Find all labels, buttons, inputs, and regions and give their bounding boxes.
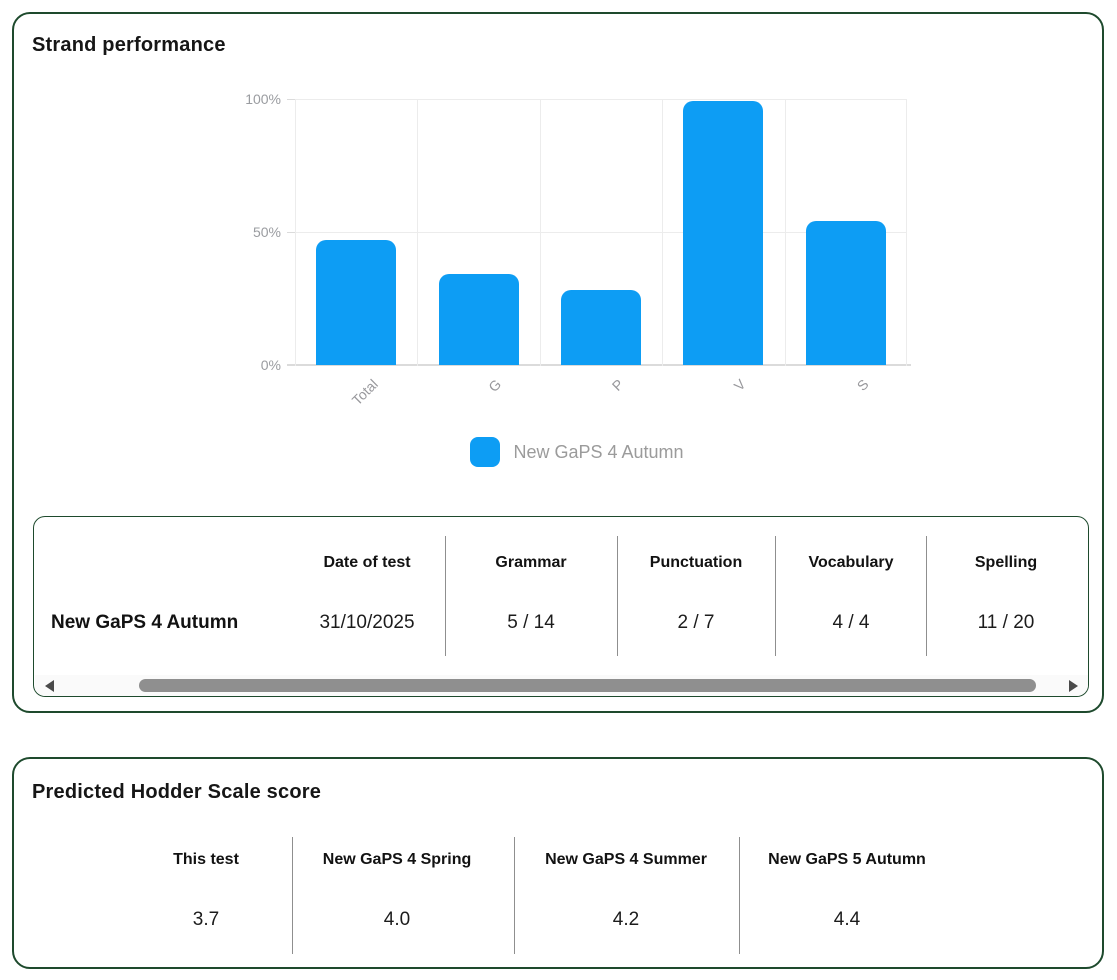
- chart-bar-total[interactable]: [316, 239, 396, 365]
- chart-bar-grammar[interactable]: [439, 274, 519, 365]
- column-header-date: Date of test: [323, 554, 411, 571]
- scroll-right-icon[interactable]: [1069, 679, 1078, 692]
- legend-swatch-icon: [470, 437, 501, 467]
- column-divider: [514, 837, 515, 954]
- gridline-vertical: [906, 99, 907, 366]
- y-axis-label-50: 50%: [252, 224, 281, 240]
- score-gaps5-autumn: 4.4: [833, 909, 861, 930]
- predicted-hodder-title: Predicted Hodder Scale score: [32, 781, 322, 803]
- column-header-gaps4-summer: New GaPS 4 Summer: [545, 851, 707, 868]
- score-this-test: 3.7: [192, 909, 220, 930]
- score-gaps4-summer: 4.2: [612, 909, 640, 930]
- gridline-vertical: [295, 99, 296, 366]
- y-tick: [287, 365, 295, 366]
- predicted-hodder-card: Predicted Hodder Scale score This test N…: [12, 757, 1104, 969]
- legend-label: New GaPS 4 Autumn: [513, 441, 684, 462]
- column-header-gaps5-autumn: New GaPS 5 Autumn: [768, 851, 926, 868]
- gridline-50: [295, 232, 907, 233]
- cell-grammar-score: 5 / 14: [507, 612, 555, 633]
- y-tick: [287, 99, 295, 100]
- gridline-vertical: [540, 99, 541, 366]
- gridline-vertical: [417, 99, 418, 366]
- scroll-left-icon[interactable]: [45, 679, 54, 692]
- gridline-vertical: [662, 99, 663, 366]
- column-header-spelling: Spelling: [974, 554, 1038, 571]
- column-header-grammar: Grammar: [495, 554, 567, 571]
- column-divider: [445, 536, 446, 656]
- column-divider: [775, 536, 776, 656]
- x-axis-label-v: V: [730, 376, 749, 394]
- strand-performance-card: Strand performance 100% 50% 0% Total G P…: [12, 12, 1104, 713]
- x-axis-label-g: G: [485, 376, 505, 396]
- cell-vocabulary-score: 4 / 4: [832, 612, 870, 633]
- gridline-vertical: [785, 99, 786, 366]
- chart-legend[interactable]: New GaPS 4 Autumn: [242, 437, 912, 467]
- column-divider: [292, 837, 293, 954]
- strand-bar-chart: 100% 50% 0% Total G P V S: [245, 91, 911, 408]
- results-table-card: Date of test Grammar Punctuation Vocabul…: [33, 516, 1089, 697]
- score-gaps4-spring: 4.0: [383, 909, 411, 930]
- strand-performance-title: Strand performance: [32, 34, 226, 56]
- column-divider: [617, 536, 618, 656]
- test-row-label: New GaPS 4 Autumn: [51, 612, 239, 633]
- x-axis-label-s: S: [853, 376, 872, 394]
- chart-bar-punctuation[interactable]: [561, 290, 641, 365]
- scrollbar-thumb[interactable]: [139, 679, 1036, 692]
- column-header-punctuation: Punctuation: [649, 554, 743, 571]
- chart-bar-spelling[interactable]: [806, 220, 886, 365]
- cell-spelling-score: 11 / 20: [977, 612, 1035, 633]
- horizontal-scrollbar[interactable]: [35, 675, 1088, 696]
- column-header-this-test: This test: [173, 851, 239, 868]
- column-header-gaps4-spring: New GaPS 4 Spring: [322, 851, 472, 868]
- cell-date-of-test: 31/10/2025: [319, 612, 415, 633]
- gridline-100: [295, 99, 907, 100]
- y-axis-label-0: 0%: [260, 357, 281, 373]
- column-divider: [739, 837, 740, 954]
- x-axis-label-total: Total: [349, 376, 382, 409]
- chart-bar-vocabulary[interactable]: [683, 100, 763, 365]
- x-axis-line: [287, 364, 911, 366]
- column-header-vocabulary: Vocabulary: [808, 554, 894, 571]
- cell-punctuation-score: 2 / 7: [677, 612, 715, 633]
- column-divider: [926, 536, 927, 656]
- y-axis-label-100: 100%: [245, 91, 281, 107]
- y-tick: [287, 232, 295, 233]
- x-axis-label-p: P: [608, 376, 627, 394]
